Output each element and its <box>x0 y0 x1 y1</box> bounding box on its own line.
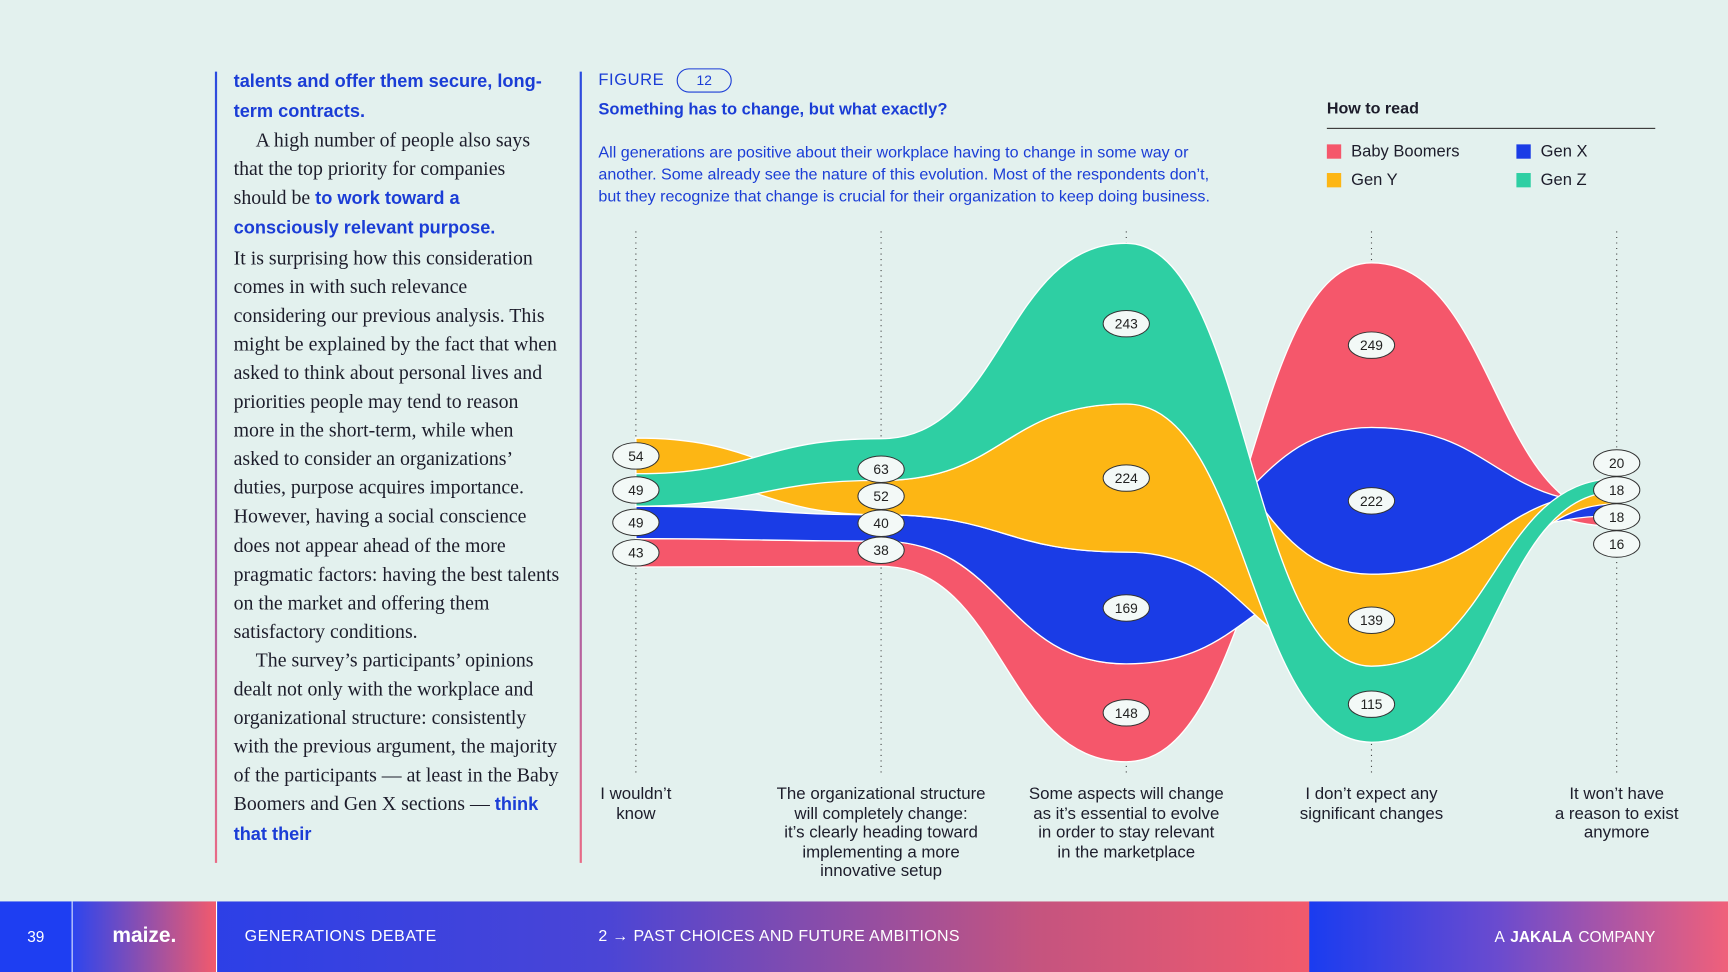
value-badge <box>612 476 660 504</box>
legend-item: Gen Z <box>1516 170 1657 190</box>
value-badge <box>1593 476 1641 504</box>
value-badge <box>857 509 905 537</box>
value-label: 222 <box>1360 494 1383 509</box>
category-label: Some aspects will change as it’s essenti… <box>1028 784 1224 862</box>
legend-label: Gen Z <box>1540 170 1587 189</box>
value-label: 169 <box>1115 601 1138 616</box>
value-label: 40 <box>873 516 889 531</box>
value-label: 148 <box>1115 706 1138 721</box>
value-label: 115 <box>1361 697 1383 712</box>
value-label: 43 <box>628 546 644 561</box>
legend-swatch <box>1516 143 1531 159</box>
paragraph: talents and offer them secure, long-term… <box>234 66 560 126</box>
company: A JAKALA COMPANY <box>1489 901 1656 972</box>
value-label: 49 <box>628 483 643 498</box>
company-text: A <box>1494 927 1505 946</box>
column-rule <box>214 71 217 863</box>
paragraph: It is surprising how this consideration … <box>234 243 560 646</box>
category-label: I wouldn’t know <box>600 784 672 823</box>
chart-subtitle: All generations are positive about their… <box>598 144 1210 207</box>
value-label: 52 <box>873 489 888 504</box>
company-text: COMPANY <box>1578 927 1656 946</box>
body-text: A high number of people also says that t… <box>233 129 531 209</box>
legend-rule <box>1326 127 1656 130</box>
legend-title: How to read <box>1326 100 1419 118</box>
value-label: 249 <box>1360 338 1383 353</box>
column-rule <box>579 71 582 863</box>
body-text: It is surprising how this consideration … <box>233 246 560 643</box>
value-label: 243 <box>1115 317 1138 332</box>
value-label: 49 <box>628 515 643 530</box>
legend-label: Gen Y <box>1351 170 1398 189</box>
value-badge <box>1593 503 1641 531</box>
value-badge <box>1102 309 1150 338</box>
value-badge <box>612 442 660 470</box>
article: talents and offer them secure, long-term… <box>234 66 560 870</box>
legend-swatch <box>1326 172 1342 187</box>
category-label: It won’t have a reason to exist anymore <box>1554 784 1679 843</box>
category-label: I don’t expect any significant changes <box>1299 784 1444 823</box>
figure-number: 12 <box>676 68 732 93</box>
company-brand: JAKALA <box>1510 927 1573 946</box>
value-badge <box>1102 594 1150 622</box>
legend-label: Baby Boomers <box>1351 141 1460 161</box>
category-label: The organizational structure will comple… <box>776 784 986 881</box>
value-label: 38 <box>873 543 889 558</box>
highlight-text: think that their <box>233 794 539 845</box>
value-badge <box>1347 606 1396 634</box>
chapter-name: 2 → PAST CHOICES AND FUTURE AMBITIONS <box>598 927 960 946</box>
chart: 54 49 49 43 63 52 40 38 243 224 169 148 249 222 139 115… <box>612 231 1641 777</box>
footer-right: A JAKALA COMPANY <box>1309 901 1728 972</box>
value-label: 16 <box>1609 537 1625 552</box>
value-label: 54 <box>628 449 644 464</box>
legend: Baby Boomers Gen X Gen Y Gen Z <box>1326 141 1658 190</box>
brand-logo: maize. <box>72 901 218 972</box>
legend-item: Gen X <box>1516 141 1657 161</box>
body-text: The survey’s participants’ opinions deal… <box>233 648 559 815</box>
value-label: 63 <box>873 462 889 477</box>
value-badge <box>1347 331 1396 359</box>
legend-label: Gen X <box>1540 141 1588 161</box>
value-label: 18 <box>1609 483 1625 498</box>
value-badge <box>612 539 660 567</box>
value-badge <box>857 482 905 510</box>
value-badge <box>857 536 905 564</box>
value-label: 224 <box>1115 471 1138 486</box>
paragraph: The survey’s participants’ opinions deal… <box>234 646 560 849</box>
legend-swatch <box>1326 143 1342 159</box>
page-number: 39 <box>0 901 73 972</box>
value-badge <box>1593 530 1641 558</box>
value-badge <box>1347 690 1396 718</box>
value-badge <box>857 455 905 483</box>
highlight-text: talents and offer them secure, long-term… <box>233 71 542 122</box>
legend-item: Gen Y <box>1326 170 1517 190</box>
legend-item: Baby Boomers <box>1326 141 1517 161</box>
highlight-text: to work toward a consciously relevant pu… <box>233 188 496 239</box>
value-badge <box>1347 487 1396 515</box>
value-label: 18 <box>1609 510 1625 525</box>
value-badge <box>1102 699 1150 727</box>
value-badge <box>612 508 660 537</box>
value-badge <box>1593 449 1641 477</box>
paragraph: A high number of people also says that t… <box>234 126 560 243</box>
value-badge <box>1102 464 1150 492</box>
chart-title: Something has to change, but what exactl… <box>598 100 948 120</box>
footer: 39 maize. GENERATIONS DEBATE 2 → PAST CH… <box>0 901 1728 972</box>
value-label: 139 <box>1360 613 1383 628</box>
legend-swatch <box>1516 172 1531 187</box>
section-name: GENERATIONS DEBATE <box>244 927 437 946</box>
figure-label: FIGURE <box>598 70 665 90</box>
value-label: 20 <box>1609 456 1625 471</box>
